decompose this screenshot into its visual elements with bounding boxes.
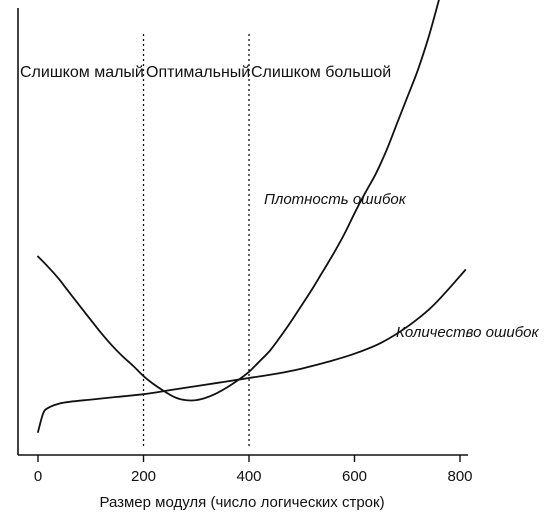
x-ticks: 0 200 400 600 800: [34, 455, 473, 485]
x-tick-label: 600: [342, 468, 367, 485]
x-tick-label: 200: [131, 468, 156, 485]
region-labels: Слишком малый Оптимальный Слишком большой: [20, 64, 391, 81]
defect-density-curve: [37, 0, 440, 402]
x-tick-label: 800: [447, 468, 472, 485]
defect-count-curve: [37, 269, 467, 433]
region-label: Оптимальный: [146, 64, 250, 81]
defect-density-label: Плотность ошибок: [264, 191, 407, 208]
defect-count-label: Количество ошибок: [396, 324, 540, 341]
region-label: Слишком малый: [20, 64, 144, 81]
region-boundaries: [142, 34, 250, 446]
region-label: Слишком большой: [251, 64, 391, 81]
axes: [17, 8, 468, 456]
x-axis-title: Размер модуля (число логических строк): [99, 494, 384, 511]
x-tick-label: 0: [34, 468, 42, 485]
curves: [37, 0, 467, 433]
x-tick-label: 400: [236, 468, 261, 485]
curve-labels: Плотность ошибок Количество ошибок: [264, 191, 540, 341]
